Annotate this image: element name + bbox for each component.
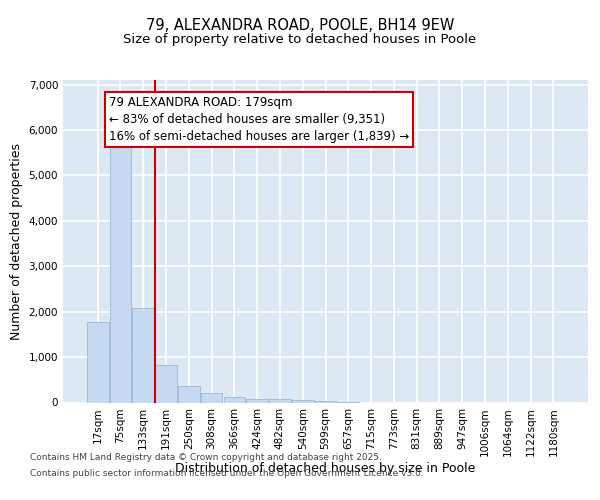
Bar [224,397,245,402]
Y-axis label: Number of detached properties: Number of detached properties [10,143,23,340]
Bar [314,401,337,402]
Text: Size of property relative to detached houses in Poole: Size of property relative to detached ho… [124,32,476,46]
Bar [269,400,291,402]
Bar [201,392,223,402]
Text: Contains HM Land Registry data © Crown copyright and database right 2025.: Contains HM Land Registry data © Crown c… [30,454,382,462]
Bar [87,322,109,402]
Bar [178,386,200,402]
Text: 79, ALEXANDRA ROAD, POOLE, BH14 9EW: 79, ALEXANDRA ROAD, POOLE, BH14 9EW [146,18,454,32]
Bar [110,138,131,402]
Text: Contains public sector information licensed under the Open Government Licence v3: Contains public sector information licen… [30,468,424,477]
Bar [155,366,177,403]
Bar [247,398,268,402]
Bar [133,308,154,402]
Text: 79 ALEXANDRA ROAD: 179sqm
← 83% of detached houses are smaller (9,351)
16% of se: 79 ALEXANDRA ROAD: 179sqm ← 83% of detac… [109,96,409,143]
X-axis label: Distribution of detached houses by size in Poole: Distribution of detached houses by size … [175,462,476,474]
Bar [292,400,314,402]
